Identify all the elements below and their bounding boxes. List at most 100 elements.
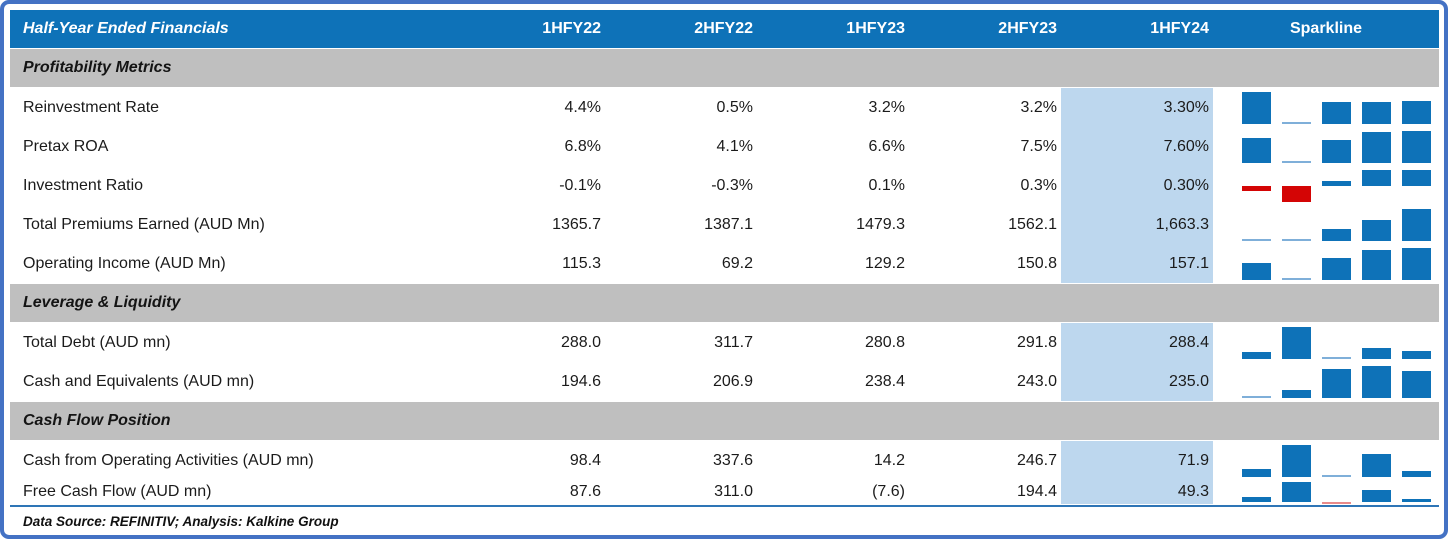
metric-value: 129.2 xyxy=(864,254,905,272)
sparkline-bar xyxy=(1242,137,1271,163)
metric-value: 14.2 xyxy=(873,451,905,469)
metric-value: 194.4 xyxy=(1016,483,1057,500)
sparkline-bar xyxy=(1322,474,1351,477)
sparkline-bar xyxy=(1282,277,1311,280)
metric-value: 337.6 xyxy=(712,451,753,469)
metric-label: Free Cash Flow (AUD mn) xyxy=(23,483,212,500)
section-label: Leverage & Liquidity xyxy=(23,294,181,311)
metric-value: 1562.1 xyxy=(1008,215,1057,233)
sparkline-bar xyxy=(1322,356,1351,359)
sparkline-chart xyxy=(1242,365,1431,398)
metric-value: -0.3% xyxy=(711,176,753,194)
metric-value: 98.4 xyxy=(569,451,601,469)
metric-value-current: 7.60% xyxy=(1061,127,1213,166)
sparkline-bar xyxy=(1282,326,1311,359)
column-header-2hfy23: 2HFY23 xyxy=(998,20,1057,37)
metric-row: Reinvestment Rate 4.4% 0.5% 3.2% 3.2% 3.30% xyxy=(10,88,1439,127)
metric-label: Total Premiums Earned (AUD Mn) xyxy=(23,215,265,233)
sparkline-bar xyxy=(1322,180,1351,186)
metric-row: Cash and Equivalents (AUD mn) 194.6 206.9 2… xyxy=(10,362,1439,401)
sparkline-bar xyxy=(1402,470,1431,477)
metric-row: Cash from Operating Activities (AUD mn) 9… xyxy=(10,441,1439,480)
sparkline-bar xyxy=(1402,100,1431,124)
sparkline-bar xyxy=(1362,365,1391,398)
sparkline-bar xyxy=(1242,91,1271,124)
sparkline-bar xyxy=(1242,262,1271,280)
table-body: Profitability Metrics Reinvestment Rate 4.… xyxy=(10,49,1439,504)
sparkline-cell xyxy=(1213,127,1439,166)
metric-value: 291.8 xyxy=(1016,333,1057,351)
sparkline-chart xyxy=(1242,208,1431,241)
sparkline-bar xyxy=(1242,468,1271,477)
metric-value-current: 3.30% xyxy=(1061,88,1213,127)
sparkline-bar xyxy=(1362,169,1391,186)
metric-value: 150.8 xyxy=(1016,254,1057,272)
column-header-2hfy22: 2HFY22 xyxy=(694,20,753,37)
metric-row: Free Cash Flow (AUD mn) 87.6 311.0 (7.6) 194… xyxy=(10,480,1439,504)
sparkline-cell xyxy=(1213,244,1439,283)
sparkline-cell xyxy=(1213,323,1439,362)
metric-value: 4.1% xyxy=(716,137,753,155)
metric-value: 311.7 xyxy=(714,333,753,351)
metric-value-current: 0.30% xyxy=(1061,166,1213,205)
metric-value-current: 288.4 xyxy=(1061,323,1213,362)
sparkline-bar xyxy=(1282,389,1311,398)
sparkline-bar xyxy=(1362,453,1391,477)
sparkline-bar xyxy=(1322,368,1351,398)
sparkline-chart xyxy=(1242,482,1431,504)
column-header-1hfy23: 1HFY23 xyxy=(846,20,905,37)
metric-row: Total Premiums Earned (AUD Mn) 1365.7 1387… xyxy=(10,205,1439,244)
section-label: Profitability Metrics xyxy=(23,59,172,76)
sparkline-bar xyxy=(1322,139,1351,163)
sparkline-bar xyxy=(1362,101,1391,124)
sparkline-bar xyxy=(1402,350,1431,359)
metric-value: 238.4 xyxy=(864,372,905,390)
sparkline-bar xyxy=(1402,130,1431,163)
section-row: Cash Flow Position xyxy=(10,402,1439,440)
metric-value: 69.2 xyxy=(721,254,753,272)
sparkline-bar-negative xyxy=(1242,185,1271,191)
sparkline-bar xyxy=(1242,496,1271,502)
sparkline-bar xyxy=(1322,257,1351,280)
section-row: Profitability Metrics xyxy=(10,49,1439,87)
metric-value: 0.5% xyxy=(716,98,753,116)
metric-value-current: 235.0 xyxy=(1061,362,1213,401)
table-header-row: Half-Year Ended Financials 1HFY22 2HFY22… xyxy=(10,10,1439,48)
column-header-1hfy22: 1HFY22 xyxy=(542,20,601,37)
metric-value: 288.0 xyxy=(560,333,601,351)
metric-value: 0.3% xyxy=(1020,176,1057,194)
sparkline-cell xyxy=(1213,362,1439,401)
sparkline-chart xyxy=(1242,326,1431,359)
sparkline-cell xyxy=(1213,480,1439,504)
metric-label: Pretax ROA xyxy=(23,137,109,155)
metric-label: Operating Income (AUD Mn) xyxy=(23,254,226,272)
sparkline-bar xyxy=(1322,101,1351,124)
metric-value: 6.6% xyxy=(868,137,905,155)
sparkline-bar xyxy=(1282,482,1311,502)
metric-row: Operating Income (AUD Mn) 115.3 69.2 129.2 1… xyxy=(10,244,1439,283)
metric-value: 6.8% xyxy=(564,137,601,155)
sparkline-bar xyxy=(1362,249,1391,280)
footer-divider xyxy=(10,505,1439,507)
metric-value: 1365.7 xyxy=(552,215,601,233)
metric-value-current: 1,663.3 xyxy=(1061,205,1213,244)
column-header-sparkline: Sparkline xyxy=(1289,20,1363,37)
sparkline-chart xyxy=(1242,169,1431,202)
data-source-note: Data Source: REFINITIV; Analysis: Kalkin… xyxy=(23,513,339,529)
metric-value: 280.8 xyxy=(864,333,905,351)
sparkline-bar xyxy=(1282,121,1311,124)
metric-value: 0.1% xyxy=(868,176,905,194)
sparkline-bar xyxy=(1322,228,1351,241)
sparkline-bar xyxy=(1242,351,1271,359)
sparkline-bar xyxy=(1402,169,1431,186)
table-title: Half-Year Ended Financials xyxy=(23,20,229,37)
sparkline-cell xyxy=(1213,441,1439,480)
sparkline-bar xyxy=(1282,444,1311,477)
sparkline-bar xyxy=(1362,347,1391,359)
metric-value-current: 157.1 xyxy=(1061,244,1213,283)
metric-value: 1387.1 xyxy=(704,215,753,233)
metric-value: 4.4% xyxy=(564,98,601,116)
sparkline-chart xyxy=(1242,130,1431,163)
sparkline-bar xyxy=(1362,489,1391,502)
metric-value: 87.6 xyxy=(569,483,601,500)
